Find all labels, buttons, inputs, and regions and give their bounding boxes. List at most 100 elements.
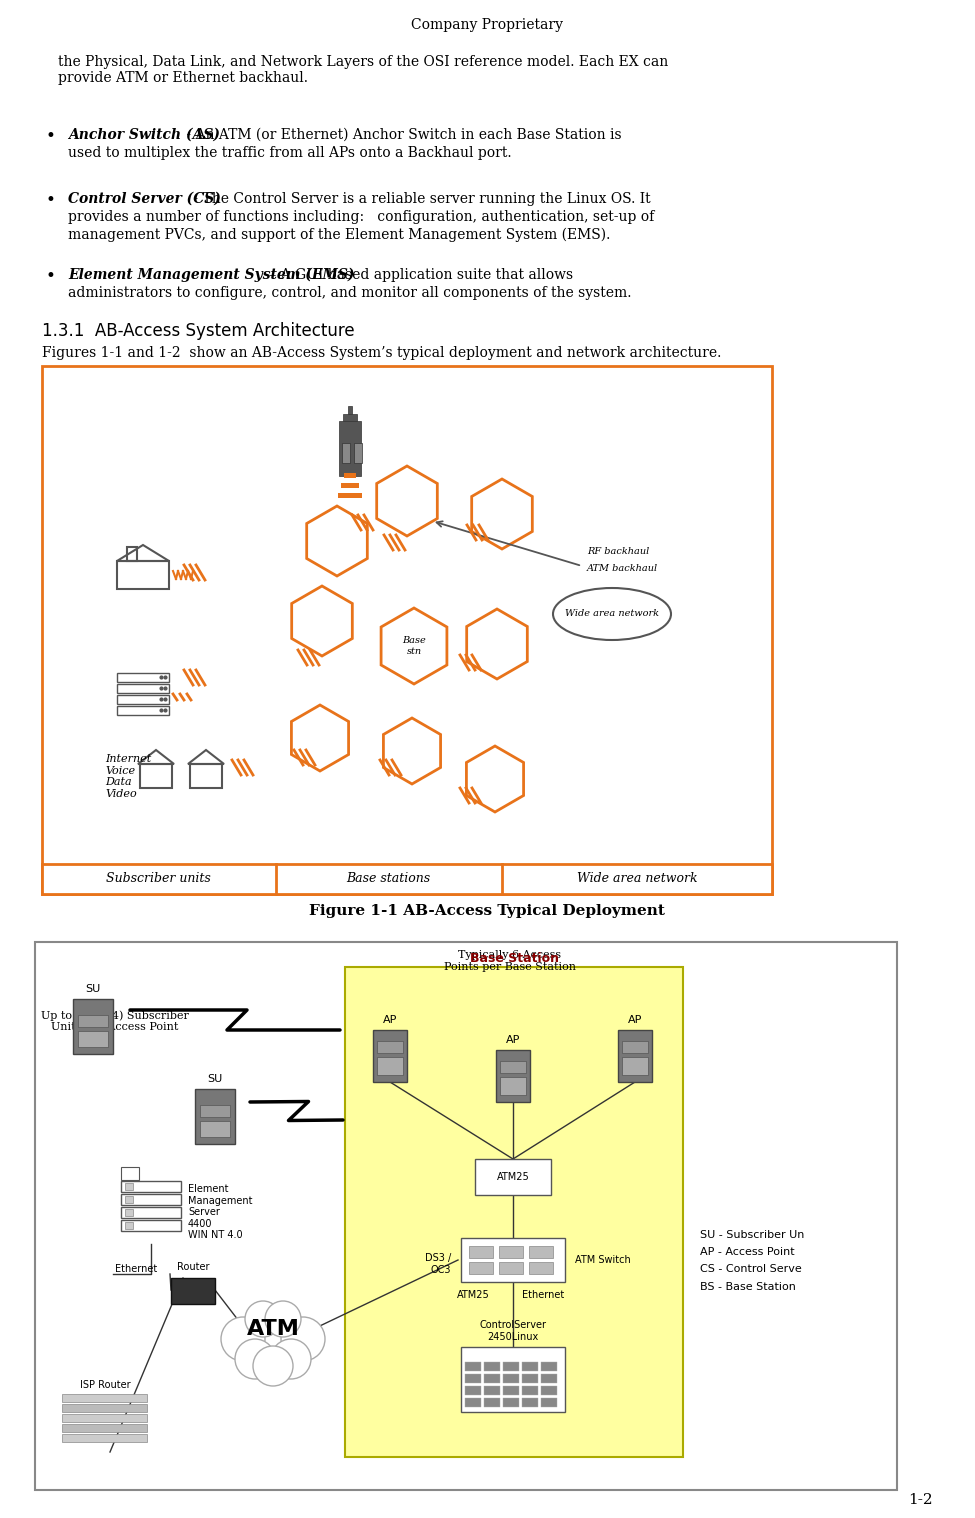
Bar bbox=[121, 1207, 181, 1217]
Text: ATM Switch: ATM Switch bbox=[575, 1255, 631, 1264]
Bar bbox=[42, 366, 772, 894]
Bar bbox=[469, 1246, 493, 1258]
Circle shape bbox=[265, 1301, 301, 1337]
Circle shape bbox=[271, 1339, 311, 1378]
Bar bbox=[541, 1374, 557, 1383]
Bar bbox=[35, 943, 897, 1491]
Bar bbox=[127, 546, 137, 562]
Text: Figures 1-1 and 1-2  show an AB-Access System’s typical deployment and network a: Figures 1-1 and 1-2 show an AB-Access Sy… bbox=[42, 346, 721, 360]
Text: Base
stn: Base stn bbox=[402, 636, 426, 656]
Bar bbox=[117, 706, 169, 715]
Bar bbox=[484, 1374, 500, 1383]
Bar bbox=[377, 1041, 403, 1053]
Bar bbox=[469, 1261, 493, 1274]
Bar bbox=[343, 414, 357, 420]
Bar bbox=[62, 1413, 147, 1422]
Text: ISP Router: ISP Router bbox=[80, 1380, 131, 1390]
Polygon shape bbox=[307, 505, 368, 575]
Bar bbox=[342, 443, 350, 463]
Text: Element Management System (EMS): Element Management System (EMS) bbox=[68, 269, 355, 282]
Bar bbox=[62, 1424, 147, 1431]
Text: Control Server (CS): Control Server (CS) bbox=[68, 191, 221, 206]
Bar bbox=[62, 1394, 147, 1403]
Text: Ethernet: Ethernet bbox=[115, 1264, 157, 1274]
Bar bbox=[522, 1398, 538, 1407]
Text: SU: SU bbox=[86, 984, 100, 994]
Bar bbox=[121, 1167, 139, 1179]
Polygon shape bbox=[472, 480, 532, 550]
Bar bbox=[500, 1076, 526, 1094]
Bar bbox=[190, 764, 222, 788]
Text: used to multiplex the traffic from all APs onto a Backhaul port.: used to multiplex the traffic from all A… bbox=[68, 146, 512, 159]
Text: management PVCs, and support of the Element Management System (EMS).: management PVCs, and support of the Elem… bbox=[68, 228, 610, 243]
Bar bbox=[475, 1160, 551, 1195]
Text: Element
Management
Server
4400
WIN NT 4.0: Element Management Server 4400 WIN NT 4.… bbox=[188, 1184, 253, 1240]
Text: AP: AP bbox=[506, 1035, 521, 1044]
Bar bbox=[117, 672, 169, 682]
Bar bbox=[484, 1362, 500, 1371]
Bar bbox=[522, 1386, 538, 1395]
Text: SU: SU bbox=[208, 1075, 222, 1084]
Bar bbox=[344, 474, 356, 478]
Bar bbox=[503, 1374, 519, 1383]
Text: Internet
Voice
Data
Video: Internet Voice Data Video bbox=[105, 754, 151, 798]
Bar bbox=[373, 1031, 407, 1082]
Bar bbox=[78, 1016, 108, 1028]
Circle shape bbox=[243, 1304, 303, 1365]
Bar bbox=[171, 1278, 215, 1304]
Text: ControlServer
2450Linux: ControlServer 2450Linux bbox=[480, 1321, 547, 1342]
Text: Base Station: Base Station bbox=[470, 952, 559, 965]
Circle shape bbox=[221, 1318, 265, 1362]
Bar bbox=[78, 1031, 108, 1047]
Bar bbox=[541, 1398, 557, 1407]
Bar bbox=[339, 420, 361, 477]
Polygon shape bbox=[467, 609, 527, 679]
Bar bbox=[503, 1362, 519, 1371]
Bar bbox=[73, 999, 113, 1053]
Bar bbox=[117, 562, 169, 589]
Bar bbox=[465, 1386, 481, 1395]
Text: Company Proprietary: Company Proprietary bbox=[411, 18, 563, 32]
Text: Wide area network: Wide area network bbox=[576, 873, 697, 885]
Text: Router: Router bbox=[176, 1261, 210, 1272]
Bar bbox=[484, 1398, 500, 1407]
Text: DS3 /
OC3: DS3 / OC3 bbox=[425, 1254, 451, 1275]
Polygon shape bbox=[381, 609, 447, 685]
Bar bbox=[338, 493, 362, 498]
Bar bbox=[484, 1386, 500, 1395]
Bar bbox=[503, 1386, 519, 1395]
Text: provides a number of functions including:   configuration, authentication, set-u: provides a number of functions including… bbox=[68, 209, 654, 225]
Text: ATM: ATM bbox=[247, 1319, 299, 1339]
Bar bbox=[125, 1196, 133, 1202]
Bar bbox=[529, 1246, 553, 1258]
Text: – A GUI based application suite that allows: – A GUI based application suite that all… bbox=[265, 269, 573, 282]
Text: 1-2: 1-2 bbox=[908, 1494, 932, 1507]
Bar bbox=[465, 1398, 481, 1407]
Text: administrators to configure, control, and monitor all components of the system.: administrators to configure, control, an… bbox=[68, 285, 632, 301]
Bar bbox=[622, 1057, 648, 1075]
Bar bbox=[618, 1031, 652, 1082]
Bar bbox=[522, 1362, 538, 1371]
Text: •: • bbox=[45, 191, 55, 209]
Text: Typically 6 Access
Points per Base Station: Typically 6 Access Points per Base Stati… bbox=[444, 950, 576, 972]
Bar bbox=[62, 1435, 147, 1442]
Bar bbox=[121, 1181, 181, 1192]
Text: 1.3.1  AB-Access System Architecture: 1.3.1 AB-Access System Architecture bbox=[42, 322, 355, 340]
Bar bbox=[522, 1374, 538, 1383]
Bar bbox=[503, 1398, 519, 1407]
Bar bbox=[140, 764, 172, 788]
Bar bbox=[500, 1061, 526, 1073]
Bar bbox=[461, 1346, 565, 1412]
Bar bbox=[125, 1183, 133, 1190]
Text: RF backhaul: RF backhaul bbox=[587, 546, 649, 556]
Text: ATM25: ATM25 bbox=[456, 1290, 489, 1299]
Text: Wide area network: Wide area network bbox=[565, 610, 659, 618]
Polygon shape bbox=[466, 745, 524, 812]
Bar bbox=[377, 1057, 403, 1075]
Bar bbox=[125, 1208, 133, 1216]
Circle shape bbox=[281, 1318, 325, 1362]
Text: •: • bbox=[45, 269, 55, 285]
Circle shape bbox=[245, 1305, 301, 1362]
Text: SU - Subscriber Un
AP - Access Point
CS - Control Serve
BS - Base Station: SU - Subscriber Un AP - Access Point CS … bbox=[700, 1230, 804, 1292]
Text: •: • bbox=[45, 128, 55, 146]
